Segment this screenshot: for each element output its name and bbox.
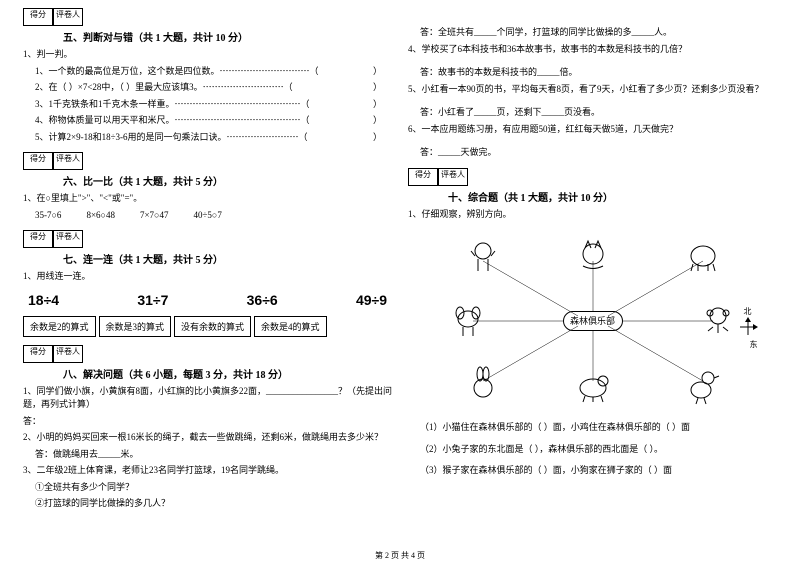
grader-cell: 评卷人 (438, 168, 468, 186)
section-6-title: 六、比一比（共 1 大题，共计 5 分） (63, 173, 392, 188)
q8-4: 4、学校买了6本科技书和36本故事书，故事书的本数是科技书的几倍？ (408, 43, 777, 57)
e2: 8×6○48 (86, 209, 115, 223)
q5-1-5: 5、计算2×9-18和18÷3-6用的是同一句乘法口诀。⋯⋯⋯⋯⋯⋯⋯⋯（ ） (35, 131, 392, 145)
animal-e-monkey (698, 301, 738, 341)
a8-5: 答：小红看了_____页，还剩下_____页没看。 (420, 106, 777, 120)
a8-4: 答：故事书的本数是科技书的_____倍。 (420, 66, 777, 80)
score-box-6: 得分 评卷人 (23, 152, 392, 170)
q8-3a: ①全班共有多少个同学？ (35, 481, 392, 495)
paren: ） (373, 81, 382, 95)
q8-2: 2、小明的妈妈买回来一根16米长的绳子，截去一些做跳绳，还剩6米，做跳绳用去多少… (23, 431, 392, 445)
exp3: 36÷6 (247, 292, 278, 308)
exp2: 31÷7 (137, 292, 168, 308)
box1: 余数是2的算式 (23, 316, 96, 337)
expressions: 18÷4 31÷7 36÷6 49÷9 (23, 292, 392, 308)
score-cell: 得分 (408, 168, 438, 186)
page-footer: 第 2 页 共 4 页 (0, 550, 800, 561)
text: 2、在（ ）×7<28中，（ ）里最大应该填3。⋯⋯⋯⋯⋯⋯⋯⋯⋯（ (35, 82, 293, 92)
box4: 余数是4的算式 (254, 316, 327, 337)
a8-6: 答：_____天做完。 (420, 146, 777, 160)
a8-2: 答：做跳绳用去_____米。 (35, 448, 392, 462)
score-cell: 得分 (23, 8, 53, 26)
q10-i3: （3）猴子家在森林俱乐部的（ ）面，小狗家在狮子家的（ ）面 (420, 464, 777, 478)
e3: 7×7○47 (140, 209, 169, 223)
animal-s (573, 366, 613, 406)
q8-6: 6、一本应用题练习册，有应用题50道，红红每天做5道，几天做完？ (408, 123, 777, 137)
q10-i2: （2）小兔子家的东北面是（ ），森林俱乐部的西北面是（ ）。 (420, 443, 777, 457)
q6-1: 1、在○里填上">"、"<"或"="。 (23, 192, 392, 206)
section-8-title: 八、解决问题（共 6 小题，每题 3 分，共计 18 分） (63, 366, 392, 381)
left-column: 得分 评卷人 五、判断对与错（共 1 大题，共计 10 分） 1、判一判。 1、… (15, 8, 400, 545)
forest-diagram: 森林俱乐部 北 东 (423, 226, 763, 416)
compass-icon: 北 东 (738, 306, 758, 350)
q6-expr: 35-7○6 8×6○48 7×7○47 40÷5○7 (35, 209, 392, 223)
q8-5: 5、小红看一本90页的书，平均每天看8页，看了9天，小红看了多少页？还剩多少页没… (408, 83, 777, 97)
paren: ） (373, 98, 382, 112)
q10-i1: （1）小猫住在森林俱乐部的（ ）面，小鸡住在森林俱乐部的（ ）面 (420, 421, 777, 435)
compass-north: 北 (738, 306, 758, 317)
q5-1-1: 1、一个数的最高位是万位，这个数是四位数。⋯⋯⋯⋯⋯⋯⋯⋯⋯⋯（ ） (35, 65, 392, 79)
right-column: 答：全班共有_____个同学，打篮球的同学比做操的多_____人。 4、学校买了… (400, 8, 785, 545)
score-box-10: 得分 评卷人 (408, 168, 777, 186)
a8-1: 答： (23, 415, 392, 429)
page-container: 得分 评卷人 五、判断对与错（共 1 大题，共计 10 分） 1、判一判。 1、… (0, 0, 800, 565)
text: 1、一个数的最高位是万位，这个数是四位数。⋯⋯⋯⋯⋯⋯⋯⋯⋯⋯（ (35, 66, 319, 76)
q8-1: 1、同学们做小旗，小黄旗有8面，小红旗的比小黄旗多22面，___________… (23, 385, 392, 412)
exp1: 18÷4 (28, 292, 59, 308)
q5-1-4: 4、称物体质量可以用天平和米尺。⋯⋯⋯⋯⋯⋯⋯⋯⋯⋯⋯⋯⋯⋯（ ） (35, 114, 392, 128)
animal-n-cat (573, 236, 613, 276)
paren: ） (373, 114, 382, 128)
box2: 余数是3的算式 (99, 316, 172, 337)
grader-cell: 评卷人 (53, 345, 83, 363)
q5-1: 1、判一判。 (23, 48, 392, 62)
exp4: 49÷9 (356, 292, 387, 308)
score-cell: 得分 (23, 230, 53, 248)
center-label: 森林俱乐部 (563, 311, 623, 331)
score-box-5: 得分 评卷人 (23, 8, 392, 26)
animal-nw (463, 236, 503, 276)
score-cell: 得分 (23, 345, 53, 363)
paren: ） (373, 65, 382, 79)
animal-sw-rabbit (463, 366, 503, 406)
answer-boxes: 余数是2的算式 余数是3的算式 没有余数的算式 余数是4的算式 (23, 316, 392, 337)
animal-se-chicken (683, 366, 723, 406)
q8-3b: ②打篮球的同学比做操的多几人？ (35, 497, 392, 511)
score-cell: 得分 (23, 152, 53, 170)
section-10-title: 十、综合题（共 1 大题，共计 10 分） (448, 189, 777, 204)
box3: 没有余数的算式 (174, 316, 251, 337)
q8-3: 3、二年级2班上体育课，老师让23名同学打篮球，19名同学跳绳。 (23, 464, 392, 478)
text: 3、1千克铁条和1千克木条一样重。⋯⋯⋯⋯⋯⋯⋯⋯⋯⋯⋯⋯⋯⋯（ (35, 99, 310, 109)
e4: 40÷5○7 (193, 209, 221, 223)
grader-cell: 评卷人 (53, 230, 83, 248)
q7-1: 1、用线连一连。 (23, 270, 392, 284)
paren: ） (373, 131, 382, 145)
q10-1: 1、仔细观察，辨别方向。 (408, 208, 777, 222)
grader-cell: 评卷人 (53, 152, 83, 170)
grader-cell: 评卷人 (53, 8, 83, 26)
animal-w-dog (448, 301, 488, 341)
q5-1-2: 2、在（ ）×7<28中，（ ）里最大应该填3。⋯⋯⋯⋯⋯⋯⋯⋯⋯（ ） (35, 81, 392, 95)
q5-1-3: 3、1千克铁条和1千克木条一样重。⋯⋯⋯⋯⋯⋯⋯⋯⋯⋯⋯⋯⋯⋯（ ） (35, 98, 392, 112)
a8-3: 答：全班共有_____个同学，打篮球的同学比做操的多_____人。 (420, 26, 777, 40)
text: 5、计算2×9-18和18÷3-6用的是同一句乘法口诀。⋯⋯⋯⋯⋯⋯⋯⋯（ (35, 132, 308, 142)
compass-east: 东 (738, 339, 758, 350)
text: 4、称物体质量可以用天平和米尺。⋯⋯⋯⋯⋯⋯⋯⋯⋯⋯⋯⋯⋯⋯（ (35, 115, 310, 125)
section-7-title: 七、连一连（共 1 大题，共计 5 分） (63, 251, 392, 266)
score-box-7: 得分 评卷人 (23, 230, 392, 248)
e1: 35-7○6 (35, 209, 61, 223)
animal-ne (683, 236, 723, 276)
section-5-title: 五、判断对与错（共 1 大题，共计 10 分） (63, 29, 392, 44)
score-box-8: 得分 评卷人 (23, 345, 392, 363)
